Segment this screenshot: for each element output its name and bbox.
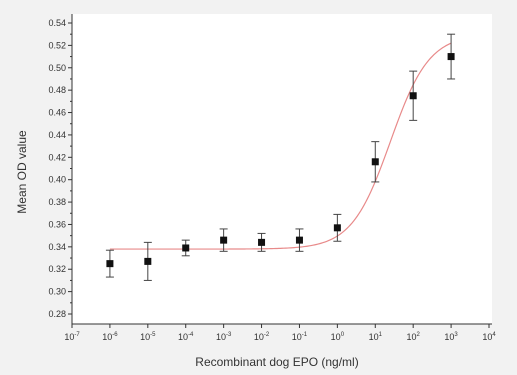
y-tick-label: 0.34 bbox=[48, 242, 66, 252]
data-point bbox=[106, 260, 114, 268]
y-axis-title: Mean OD value bbox=[15, 130, 29, 214]
data-point bbox=[371, 158, 379, 166]
x-axis-title: Recombinant dog EPO (ng/ml) bbox=[195, 355, 358, 369]
x-tick-label: 10-4 bbox=[178, 332, 194, 342]
x-tick-label: 10-3 bbox=[216, 332, 232, 342]
x-tick-label: 10-7 bbox=[64, 332, 80, 342]
y-tick-label: 0.38 bbox=[48, 197, 66, 207]
y-tick-label: 0.42 bbox=[48, 152, 66, 162]
y-tick-label: 0.28 bbox=[48, 309, 66, 319]
y-tick-label: 0.50 bbox=[48, 63, 66, 73]
data-point bbox=[295, 236, 303, 244]
data-point bbox=[409, 92, 417, 100]
data-point bbox=[220, 236, 228, 244]
y-axis: 0.28 0.30 0.32 0.34 0.36 0.38 0.40 0.42 0.44 0.46… bbox=[48, 14, 73, 324]
y-tick-label: 0.36 bbox=[48, 219, 66, 229]
x-tick-label: 10-1 bbox=[292, 332, 308, 342]
fit-layer bbox=[109, 42, 452, 250]
x-tick-label: 101 bbox=[369, 332, 383, 342]
y-tick-label: 0.52 bbox=[48, 40, 66, 50]
y-tick-label: 0.32 bbox=[48, 264, 66, 274]
y-tick-label: 0.46 bbox=[48, 108, 66, 118]
data-point bbox=[258, 238, 266, 246]
data-point bbox=[333, 224, 341, 232]
x-tick-label: 10-2 bbox=[254, 332, 270, 342]
y-tick-label: 0.54 bbox=[48, 18, 66, 28]
plot-area bbox=[72, 14, 492, 324]
y-tick-label: 0.30 bbox=[48, 287, 66, 297]
y-tick-label: 0.44 bbox=[48, 130, 66, 140]
x-tick-label: 102 bbox=[407, 332, 421, 342]
y-tick-label: 0.48 bbox=[48, 85, 66, 95]
x-tick-label: 10-5 bbox=[140, 332, 156, 342]
x-tick-label: 10-6 bbox=[102, 332, 118, 342]
fit-curve bbox=[109, 42, 452, 250]
x-tick-label: 104 bbox=[482, 332, 496, 342]
points-layer bbox=[105, 33, 456, 281]
y-tick-label: 0.40 bbox=[48, 175, 66, 185]
data-point bbox=[182, 244, 190, 252]
x-tick-label: 103 bbox=[444, 332, 458, 342]
data-point bbox=[447, 53, 455, 61]
data-point bbox=[144, 257, 152, 265]
x-tick-label: 100 bbox=[331, 332, 345, 342]
x-axis: 10-7 10-6 10-5 10-4 10-3 10-2 10-1 100 101 102 103… bbox=[64, 323, 496, 342]
